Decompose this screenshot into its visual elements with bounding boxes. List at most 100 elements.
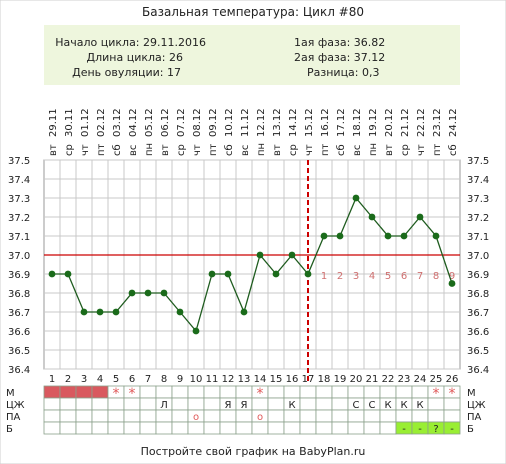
b-cell	[43, 421, 61, 435]
weekday-label: сб	[224, 144, 235, 156]
day-number: 1	[49, 374, 55, 385]
czh-cell	[75, 397, 93, 411]
czh-mark: С	[369, 400, 376, 411]
y-tick-label: 37.1	[467, 232, 489, 243]
day-number: 5	[113, 374, 119, 385]
czh-cell	[123, 397, 141, 411]
date-label: 04.12	[128, 108, 139, 137]
pa-cell	[267, 409, 285, 423]
footer-link[interactable]: Постройте свой график на BabyPlan.ru	[141, 445, 366, 458]
b-cell	[267, 421, 285, 435]
luteal-day-label: 4	[369, 271, 375, 282]
b-cell	[283, 421, 301, 435]
pa-cell	[155, 409, 173, 423]
temperature-point	[224, 270, 232, 278]
b-cell	[235, 421, 253, 435]
temperature-point	[352, 194, 360, 202]
temperature-point	[336, 232, 344, 240]
pa-cell	[395, 409, 413, 423]
day-number: 22	[382, 374, 395, 385]
y-tick-label: 36.7	[8, 308, 30, 319]
weekday-label: вт	[48, 144, 59, 156]
day-number: 4	[97, 374, 103, 385]
pa-cell	[283, 409, 301, 423]
m-cell	[219, 385, 237, 399]
y-tick-label: 37.3	[467, 194, 489, 205]
cycle-length: Длина цикла: 26	[87, 51, 183, 64]
m-cell	[155, 385, 173, 399]
date-label: 18.12	[352, 108, 363, 137]
temperature-point	[208, 270, 216, 278]
y-tick-label: 36.6	[467, 327, 489, 338]
date-label: 13.12	[272, 108, 283, 137]
temperature-point	[256, 251, 264, 259]
m-cell	[139, 385, 157, 399]
czh-mark: С	[353, 400, 360, 411]
day-number: 12	[222, 374, 235, 385]
day-number: 14	[254, 374, 267, 385]
y-tick-label: 37.4	[8, 175, 30, 186]
weekday-label: ср	[64, 144, 75, 156]
m-mark: *	[113, 386, 120, 402]
m-cell	[331, 385, 349, 399]
row-label: ЦЖ	[467, 400, 486, 411]
temperature-point	[320, 232, 328, 240]
cycle-start: Начало цикла: 29.11.2016	[55, 36, 206, 49]
b-mark: -	[418, 424, 422, 435]
pa-cell	[443, 409, 461, 423]
czh-cell	[59, 397, 77, 411]
pa-cell	[427, 409, 445, 423]
pa-cell	[235, 409, 253, 423]
day-number: 21	[366, 374, 379, 385]
day-number: 26	[446, 374, 459, 385]
b-cell	[299, 421, 317, 435]
date-label: 07.12	[176, 108, 187, 137]
pa-cell	[331, 409, 349, 423]
czh-cell	[43, 397, 61, 411]
y-tick-label: 37.2	[8, 213, 30, 224]
day-number: 10	[190, 374, 203, 385]
date-label: 06.12	[160, 108, 171, 137]
y-tick-label: 37.0	[467, 251, 489, 262]
info-panel	[44, 25, 460, 85]
date-label: 03.12	[112, 108, 123, 137]
y-tick-label: 36.4	[467, 365, 489, 376]
temperature-point	[448, 280, 456, 287]
pa-cell	[411, 409, 429, 423]
date-labels: 29.11 30.11 01.12 02.12 03.12 04.12 05.12 06.12…	[48, 108, 459, 137]
b-cell	[219, 421, 237, 435]
weekday-label: пн	[368, 143, 379, 156]
date-label: 12.12	[256, 108, 267, 137]
date-label: 09.12	[208, 108, 219, 137]
czh-cell	[443, 397, 461, 411]
weekday-label: чт	[416, 144, 427, 156]
date-label: 20.12	[384, 108, 395, 137]
weekday-label: вт	[272, 144, 283, 156]
czh-cell	[203, 397, 221, 411]
weekday-label: сб	[448, 144, 459, 156]
m-cell	[379, 385, 397, 399]
weekday-label: пт	[432, 143, 443, 156]
date-label: 24.12	[448, 108, 459, 137]
y-tick-label: 36.8	[8, 289, 30, 300]
pa-cell	[171, 409, 189, 423]
y-tick-label: 37.4	[467, 175, 489, 186]
day-number: 24	[414, 374, 427, 385]
date-label: 17.12	[336, 108, 347, 137]
czh-cell	[171, 397, 189, 411]
date-label: 14.12	[288, 108, 299, 137]
m-cell	[187, 385, 205, 399]
y-tick-label: 36.6	[8, 327, 30, 338]
b-mark: ?	[433, 424, 438, 435]
pa-cell	[379, 409, 397, 423]
date-label: 30.11	[64, 108, 75, 137]
day-number: 9	[177, 374, 183, 385]
pa-mark: о	[257, 412, 263, 423]
m-cell	[171, 385, 189, 399]
b-cell	[347, 421, 365, 435]
date-label: 10.12	[224, 108, 235, 137]
y-tick-label: 37.2	[467, 213, 489, 224]
temperature-series	[48, 194, 456, 335]
y-tick-label: 36.5	[8, 346, 30, 357]
weekday-label: ср	[288, 144, 299, 156]
